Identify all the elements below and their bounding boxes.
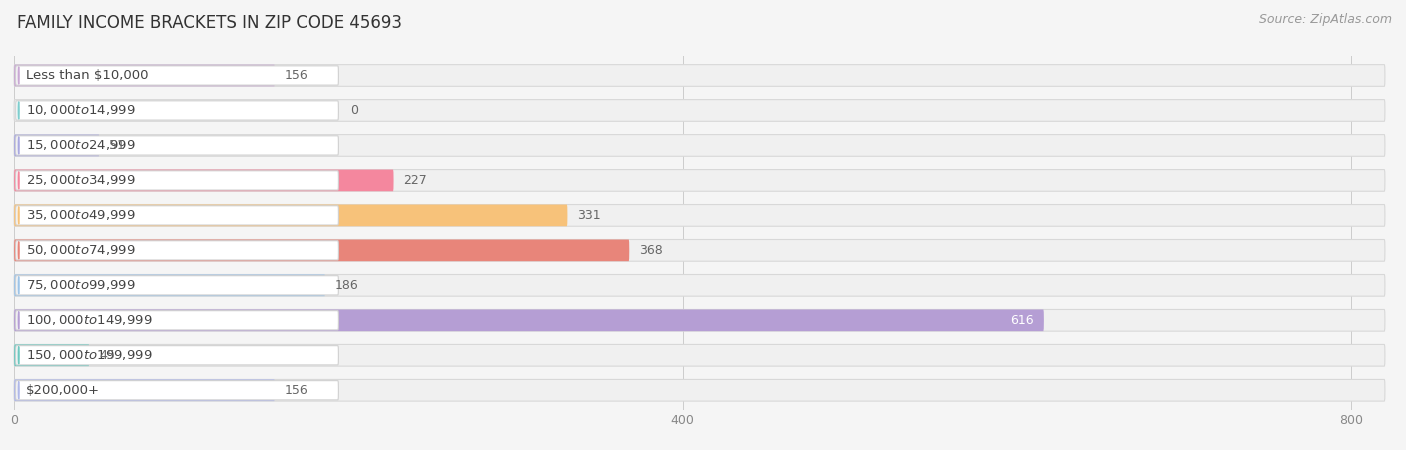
- Text: $10,000 to $14,999: $10,000 to $14,999: [25, 104, 135, 117]
- Text: 156: 156: [285, 69, 309, 82]
- FancyBboxPatch shape: [14, 205, 568, 226]
- FancyBboxPatch shape: [14, 344, 1385, 366]
- Text: 0: 0: [350, 104, 359, 117]
- FancyBboxPatch shape: [14, 170, 1385, 191]
- Text: $35,000 to $49,999: $35,000 to $49,999: [25, 208, 135, 222]
- FancyBboxPatch shape: [15, 381, 339, 400]
- FancyBboxPatch shape: [14, 274, 325, 296]
- Text: 156: 156: [285, 384, 309, 397]
- Text: 368: 368: [640, 244, 664, 257]
- FancyBboxPatch shape: [14, 310, 1043, 331]
- FancyBboxPatch shape: [14, 65, 274, 86]
- Text: $25,000 to $34,999: $25,000 to $34,999: [25, 173, 135, 187]
- FancyBboxPatch shape: [15, 101, 339, 120]
- Text: 616: 616: [1011, 314, 1033, 327]
- Text: 227: 227: [404, 174, 427, 187]
- FancyBboxPatch shape: [14, 99, 1385, 122]
- FancyBboxPatch shape: [14, 170, 394, 191]
- Text: $50,000 to $74,999: $50,000 to $74,999: [25, 243, 135, 257]
- Text: 331: 331: [578, 209, 602, 222]
- FancyBboxPatch shape: [14, 310, 1385, 331]
- FancyBboxPatch shape: [14, 379, 1385, 401]
- FancyBboxPatch shape: [14, 135, 100, 156]
- Text: $15,000 to $24,999: $15,000 to $24,999: [25, 139, 135, 153]
- FancyBboxPatch shape: [15, 66, 339, 85]
- FancyBboxPatch shape: [14, 274, 1385, 296]
- FancyBboxPatch shape: [14, 135, 1385, 156]
- Text: $75,000 to $99,999: $75,000 to $99,999: [25, 279, 135, 292]
- FancyBboxPatch shape: [14, 379, 274, 401]
- Text: FAMILY INCOME BRACKETS IN ZIP CODE 45693: FAMILY INCOME BRACKETS IN ZIP CODE 45693: [17, 14, 402, 32]
- Text: $100,000 to $149,999: $100,000 to $149,999: [25, 313, 152, 327]
- FancyBboxPatch shape: [15, 171, 339, 190]
- FancyBboxPatch shape: [14, 239, 1385, 261]
- FancyBboxPatch shape: [14, 205, 1385, 226]
- FancyBboxPatch shape: [15, 276, 339, 295]
- FancyBboxPatch shape: [14, 344, 90, 366]
- FancyBboxPatch shape: [15, 310, 339, 330]
- Text: 51: 51: [110, 139, 125, 152]
- FancyBboxPatch shape: [15, 136, 339, 155]
- Text: Source: ZipAtlas.com: Source: ZipAtlas.com: [1258, 14, 1392, 27]
- FancyBboxPatch shape: [15, 346, 339, 365]
- Text: $200,000+: $200,000+: [25, 384, 100, 397]
- Text: 45: 45: [100, 349, 115, 362]
- Text: Less than $10,000: Less than $10,000: [25, 69, 148, 82]
- Text: 186: 186: [335, 279, 359, 292]
- FancyBboxPatch shape: [14, 239, 630, 261]
- FancyBboxPatch shape: [14, 65, 1385, 86]
- Text: $150,000 to $199,999: $150,000 to $199,999: [25, 348, 152, 362]
- FancyBboxPatch shape: [15, 241, 339, 260]
- FancyBboxPatch shape: [15, 206, 339, 225]
